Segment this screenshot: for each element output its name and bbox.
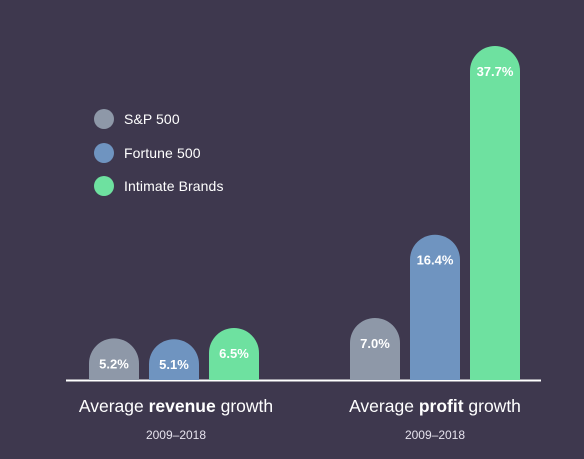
category-label-profit: Average profit growth <box>325 396 545 417</box>
legend-swatch-sp500 <box>94 109 114 129</box>
bar-profit-sp500 <box>350 317 400 380</box>
category-label-revenue-bold: revenue <box>148 396 216 416</box>
data-label-revenue-intimate-brands: 6.5% <box>219 346 249 361</box>
category-label-revenue: Average revenue growth <box>66 396 286 417</box>
category-label-revenue-post: growth <box>215 396 274 416</box>
bar-revenue-sp500 <box>89 338 139 380</box>
category-label-profit-post: growth <box>463 396 521 416</box>
category-label-profit-pre: Average <box>349 396 419 416</box>
legend-item-intimate-brands: Intimate Brands <box>94 175 224 197</box>
category-label-profit-bold: profit <box>418 396 464 416</box>
data-label-profit-sp500: 7.0% <box>360 336 390 351</box>
data-label-profit-fortune500: 16.4% <box>417 253 454 268</box>
data-label-revenue-fortune500: 5.1% <box>159 357 189 372</box>
legend-swatch-fortune500 <box>94 142 114 163</box>
bar-profit-fortune500 <box>410 234 460 380</box>
legend-item-sp500: S&P 500 <box>94 108 224 130</box>
bar-revenue-fortune500 <box>149 339 199 380</box>
data-label-revenue-sp500: 5.2% <box>99 356 129 371</box>
legend-item-fortune500: Fortune 500 <box>94 142 224 164</box>
bar-revenue-intimate-brands <box>209 328 259 380</box>
category-label-revenue-pre: Average <box>78 396 149 416</box>
legend-swatch-intimate-brands <box>94 176 114 196</box>
legend-label-fortune500: Fortune 500 <box>124 144 201 161</box>
period-label-revenue: 2009–2018 <box>145 428 207 442</box>
legend: S&P 500 Fortune 500 Intimate Brands <box>94 108 224 209</box>
legend-label-intimate-brands: Intimate Brands <box>124 178 224 194</box>
bar-profit-intimate-brands <box>470 46 520 380</box>
period-label-profit: 2009–2018 <box>404 428 466 442</box>
data-label-profit-intimate-brands: 37.7% <box>477 64 514 79</box>
legend-label-sp500: S&P 500 <box>124 111 180 127</box>
